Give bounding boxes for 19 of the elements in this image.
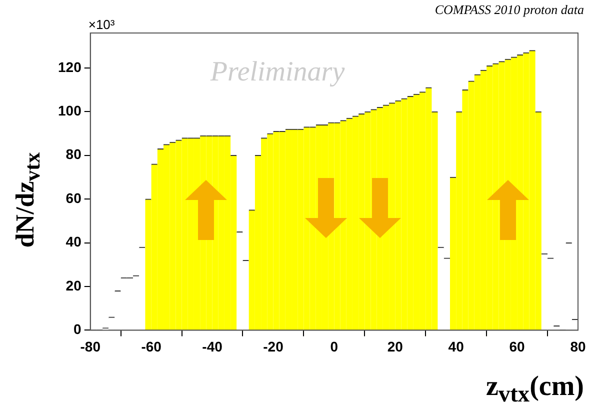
x-tick-label: -80	[80, 338, 101, 354]
x-tick-label: 40	[448, 338, 464, 354]
x-tick-label: -20	[263, 338, 284, 354]
y-tick-label: 0	[74, 321, 82, 338]
x-tick-label: -60	[141, 338, 162, 354]
y-tick-label: 80	[66, 146, 82, 162]
y-tick-label: 40	[66, 234, 82, 250]
text: ×10³	[88, 17, 116, 32]
y-tick-label: 60	[66, 190, 82, 206]
x-tick-label: 0	[330, 338, 338, 354]
x-tick-label: 80	[570, 338, 586, 354]
y-tick-label: 20	[66, 277, 82, 294]
x-tick-label: -40	[202, 338, 223, 354]
y-tick-label: 120	[58, 58, 82, 75]
x-tick-label: 20	[387, 338, 404, 354]
x-axis-title: z$_{vtx}$(cm)	[486, 371, 584, 409]
y-tick-label: 100	[58, 102, 82, 119]
chart-title: COMPASS 2010 proton data	[434, 2, 584, 18]
x-tick-label: 60	[509, 338, 526, 354]
